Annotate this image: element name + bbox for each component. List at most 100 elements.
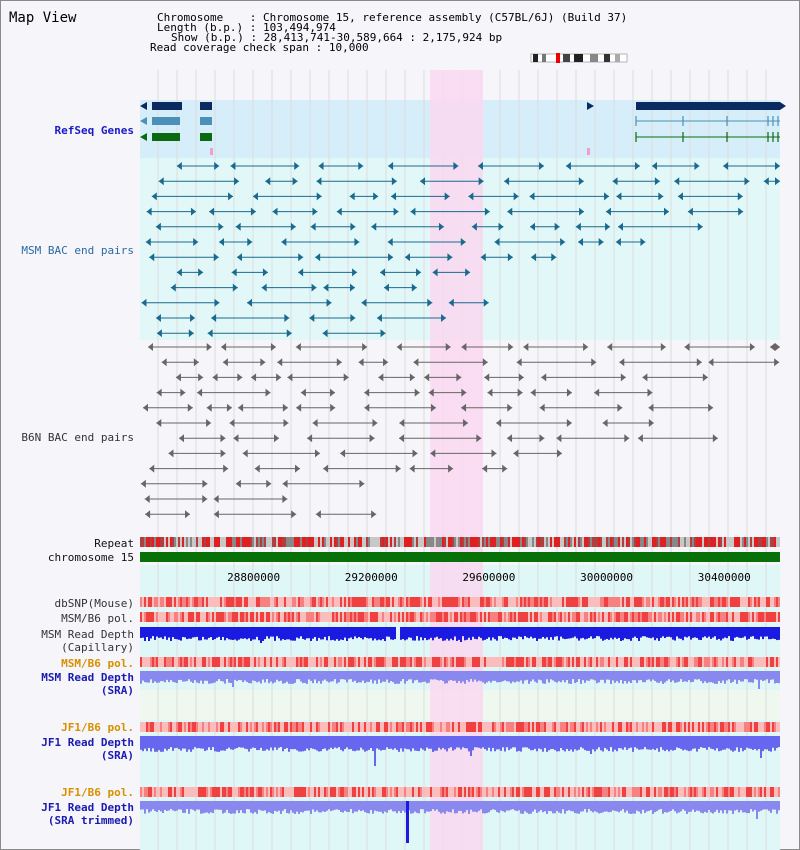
track-label-dbsnp[interactable]: dbSNP(Mouse): [54, 597, 134, 610]
repeat-feature: [526, 537, 528, 547]
msm-bac-pair-end: [236, 253, 242, 262]
msm-pol-sra-cell: [344, 657, 346, 667]
dbsnp-cell: [464, 597, 466, 607]
msm-depth-sra-bar: [536, 671, 538, 683]
msm-depth-sra-bar: [778, 671, 780, 684]
b6n-bac-pair-end: [343, 373, 349, 382]
msm-pol-cell: [674, 612, 676, 622]
jf1-depth-bar: [334, 736, 336, 748]
jf1-depth-bar: [256, 736, 258, 751]
msm-depth-capillary-bar: [418, 627, 420, 641]
dbsnp-cell: [658, 597, 660, 607]
jf1-depth-trimmed-bar: [380, 801, 382, 812]
jf1-pol-trimmed-cell: [270, 787, 272, 797]
msm-pol-cell: [212, 612, 214, 622]
b6n-bac-pair-end: [307, 434, 313, 443]
track-label-jf1-depth[interactable]: JF1 Read Depth (SRA): [41, 736, 134, 762]
jf1-pol-cell: [632, 722, 634, 732]
msm-depth-capillary-bar: [412, 627, 414, 641]
jf1-pol-trimmed-cell: [204, 787, 206, 797]
jf1-pol-cell: [486, 722, 488, 732]
msm-depth-sra-bar: [232, 671, 234, 687]
repeat-feature: [426, 537, 428, 547]
b6n-bac-pair-end: [539, 434, 545, 443]
msm-depth-sra-bar: [170, 671, 172, 681]
msm-pol-sra-cell: [770, 657, 772, 667]
msm-depth-sra-bar: [314, 671, 316, 680]
track-label-repeat[interactable]: Repeat: [94, 537, 134, 550]
track-label-msm-depth-sra[interactable]: MSM Read Depth (SRA): [41, 671, 134, 697]
repeat-feature: [710, 537, 712, 547]
jf1-depth-trimmed-bar: [152, 801, 154, 810]
jf1-pol-trimmed-cell: [362, 787, 364, 797]
msm-depth-sra-bar: [246, 671, 248, 682]
jf1-depth-bar: [582, 736, 584, 749]
jf1-pol-cell: [342, 722, 344, 732]
dbsnp-cell: [554, 597, 556, 607]
msm-depth-sra-bar: [302, 671, 304, 684]
msm-pol-cell: [660, 612, 662, 622]
track-label-chromosome[interactable]: chromosome 15: [47, 551, 134, 564]
jf1-pol-trimmed-cell: [198, 787, 200, 797]
jf1-pol-trimmed-cell: [484, 787, 486, 797]
msm-bac-pair-end: [188, 329, 194, 338]
msm-pol-sra-cell: [478, 657, 480, 667]
jf1-depth-bar: [210, 736, 212, 751]
jf1-pol-trimmed-cell: [210, 787, 212, 797]
repeat-feature: [414, 537, 416, 547]
msm-pol-cell: [348, 612, 350, 622]
jf1-depth-trimmed-bar: [624, 801, 626, 813]
jf1-pol-cell: [406, 722, 408, 732]
jf1-depth-bar: [194, 736, 196, 748]
jf1-pol-trimmed-cell: [568, 787, 570, 797]
jf1-pol-trimmed-cell: [452, 787, 454, 797]
track-label-b6n-bac[interactable]: B6N BAC end pairs: [21, 431, 134, 444]
track-label-jf1-pol-trimmed[interactable]: JF1/B6 pol.: [61, 786, 134, 799]
track-label-jf1-depth-trimmed[interactable]: JF1 Read Depth (SRA trimmed): [41, 801, 134, 827]
jf1-depth-bar: [166, 736, 168, 751]
msm-depth-sra-bar: [606, 671, 608, 680]
jf1-pol-trimmed-cell: [310, 787, 312, 797]
jf1-depth-trimmed-bar: [754, 801, 756, 810]
jf1-depth-bar: [530, 736, 532, 751]
msm-depth-capillary-bar: [206, 627, 208, 640]
repeat-feature: [462, 537, 464, 547]
b6n-bac-pair-end: [647, 388, 653, 397]
dbsnp-cell: [632, 597, 634, 607]
jf1-pol-trimmed-cell: [174, 787, 176, 797]
track-label-refseq[interactable]: RefSeq Genes: [54, 124, 134, 137]
repeat-feature: [240, 537, 242, 547]
repeat-feature: [302, 537, 304, 547]
jf1-pol-trimmed-cell: [542, 787, 544, 797]
msm-pol-cell: [558, 612, 560, 622]
track-label-msm-bac[interactable]: MSM BAC end pairs: [21, 244, 134, 257]
jf1-depth-bar: [394, 736, 396, 749]
msm-bac-pair-end: [209, 207, 215, 216]
track-label-msm-pol[interactable]: MSM/B6 pol.: [61, 612, 134, 625]
msm-pol-sra-cell: [586, 657, 588, 667]
jf1-depth-bar: [574, 736, 576, 750]
jf1-depth-trimmed-bar: [250, 801, 252, 813]
repeat-feature: [540, 537, 542, 547]
msm-bac-pair-end: [471, 222, 477, 231]
dbsnp-cell: [310, 597, 312, 607]
msm-depth-capillary-bar: [756, 627, 758, 640]
repeat-feature: [446, 537, 448, 547]
msm-pol-sra-cell: [540, 657, 542, 667]
msm-pol-cell: [566, 612, 568, 622]
track-label-msm-pol-sra[interactable]: MSM/B6 pol.: [61, 657, 134, 670]
jf1-depth-trimmed-bar: [294, 801, 296, 814]
msm-pol-cell: [366, 612, 368, 622]
dbsnp-cell: [340, 597, 342, 607]
track-label-msm-depth-capillary[interactable]: MSM Read Depth (Capillary): [41, 628, 134, 654]
jf1-pol-cell: [716, 722, 718, 732]
jf1-pol-cell: [564, 722, 566, 732]
b6n-bac-pair-end: [233, 434, 239, 443]
msm-pol-sra-cell: [616, 657, 618, 667]
chromosome-ideogram[interactable]: [530, 52, 630, 64]
repeat-feature: [276, 537, 278, 547]
track-label-jf1-pol[interactable]: JF1/B6 pol.: [61, 721, 134, 734]
msm-depth-sra-bar: [722, 671, 724, 681]
repeat-feature: [430, 537, 432, 547]
